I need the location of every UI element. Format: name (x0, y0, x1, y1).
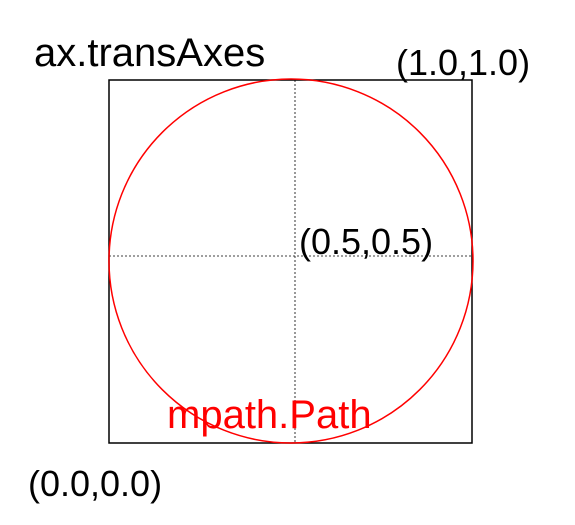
circle-path (108, 78, 474, 444)
bottom-left-coordinate-label: (0.0,0.0) (28, 463, 162, 504)
top-right-coordinate-label: (1.0,1.0) (396, 42, 530, 83)
path-label: mpath.Path (167, 393, 372, 437)
title-label: ax.transAxes (34, 31, 265, 75)
center-coordinate-label: (0.5,0.5) (299, 221, 433, 262)
